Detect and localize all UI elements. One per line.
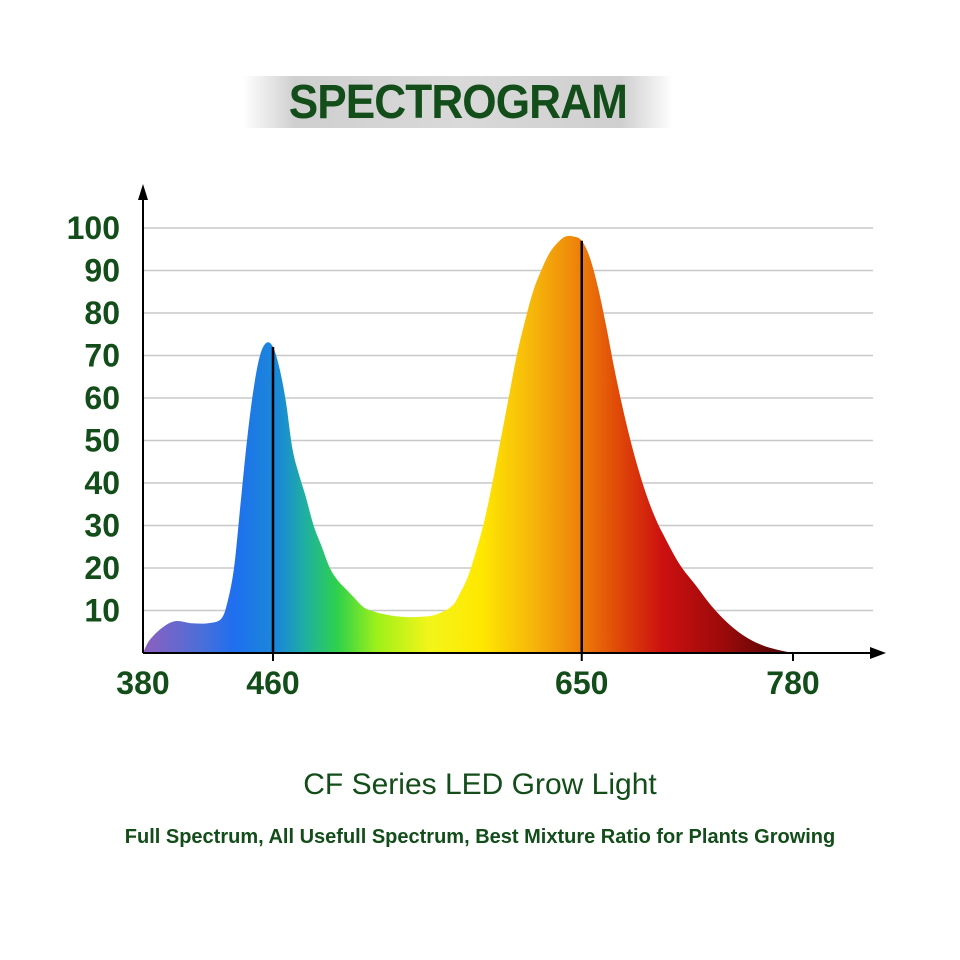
axes [138,184,886,661]
x-tick-labels: 380 460 650 780 [116,665,819,701]
y-tick-label-100: 100 [67,210,120,246]
x-tick-label-460: 460 [246,665,299,701]
y-tick-label-60: 60 [84,380,120,416]
x-axis-arrow [870,647,886,659]
y-tick-label-10: 10 [84,593,120,629]
product-caption: Full Spectrum, All Usefull Spectrum, Bes… [124,826,836,848]
y-tick-label-50: 50 [84,423,120,459]
y-tick-label-20: 20 [84,550,120,586]
spectrum-area [143,235,793,654]
x-tick-label-650: 650 [555,665,608,701]
page-title: SPECTROGRAM [288,75,628,129]
x-tick-label-380: 380 [116,665,169,701]
product-subtitle: CF Series LED Grow Light [303,768,657,801]
y-axis-arrow [138,184,148,200]
y-tick-label-40: 40 [84,465,120,501]
y-tick-label-30: 30 [84,508,120,544]
y-tick-label-90: 90 [84,253,120,289]
y-tick-label-70: 70 [84,338,120,374]
title-banner: SPECTROGRAM [243,75,673,129]
x-tick-label-780: 780 [766,665,819,701]
peak-lines [271,240,583,653]
y-tick-labels: 10 20 30 40 50 60 70 80 90 100 [67,210,120,629]
y-tick-label-80: 80 [84,295,120,331]
